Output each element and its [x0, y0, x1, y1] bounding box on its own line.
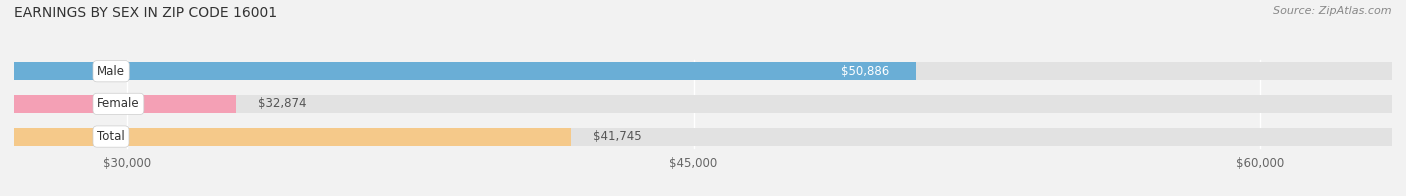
- Bar: [14, 95, 236, 113]
- Text: $50,886: $50,886: [841, 65, 890, 78]
- Bar: [14, 128, 571, 145]
- Text: EARNINGS BY SEX IN ZIP CODE 16001: EARNINGS BY SEX IN ZIP CODE 16001: [14, 6, 277, 20]
- Bar: [14, 95, 1392, 113]
- Text: $41,745: $41,745: [593, 130, 643, 143]
- Text: Male: Male: [97, 65, 125, 78]
- Bar: [14, 62, 1392, 80]
- Text: Total: Total: [97, 130, 125, 143]
- Text: Female: Female: [97, 97, 139, 110]
- Bar: [14, 62, 915, 80]
- Text: $32,874: $32,874: [259, 97, 307, 110]
- Text: Source: ZipAtlas.com: Source: ZipAtlas.com: [1274, 6, 1392, 16]
- Bar: [14, 128, 1392, 145]
